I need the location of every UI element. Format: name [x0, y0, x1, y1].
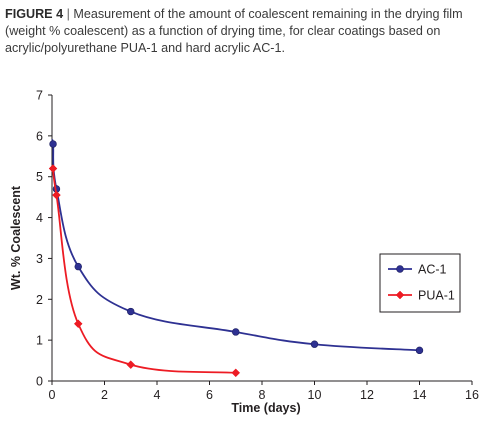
y-tick-label: 3	[36, 252, 43, 266]
x-tick-label: 4	[154, 388, 161, 402]
x-tick-label: 12	[360, 388, 374, 402]
chart-legend: AC-1 PUA-1	[379, 253, 461, 313]
y-tick-label: 7	[36, 89, 43, 103]
caption-text: Measurement of the amount of coalescent …	[5, 7, 463, 55]
y-tick-label: 6	[36, 129, 43, 143]
legend-marker-pua-1	[395, 290, 405, 300]
data-point-pua-1	[48, 164, 58, 173]
x-tick-label: 16	[465, 388, 479, 402]
data-point-pua-1	[73, 319, 83, 329]
data-point-pua-1	[52, 190, 61, 200]
figure-label: FIGURE 4	[5, 7, 64, 21]
x-axis-label: Time (days)	[231, 401, 300, 415]
data-point-pua-1	[126, 360, 136, 370]
y-tick-label: 1	[36, 334, 43, 348]
y-axis-label: Wt. % Coalescent	[9, 185, 23, 290]
figure-caption: FIGURE 4 | Measurement of the amount of …	[5, 6, 495, 57]
data-point-ac-1	[310, 340, 319, 348]
x-tick-label: 6	[206, 388, 213, 402]
chart-series	[48, 139, 424, 378]
legend-label-pua-1: PUA-1	[418, 289, 455, 303]
legend-label-ac-1: AC-1	[418, 263, 447, 277]
data-point-ac-1	[49, 140, 57, 148]
x-tick-label: 2	[101, 388, 108, 402]
caption-separator: |	[66, 7, 70, 21]
y-tick-label: 5	[36, 170, 43, 184]
legend-marker-ac-1	[396, 265, 404, 273]
series-ac-1	[49, 139, 424, 355]
x-tick-label: 10	[308, 388, 322, 402]
series-line-ac-1	[51, 139, 420, 352]
x-tick-label: 0	[49, 388, 56, 402]
series-pua-1	[48, 164, 241, 378]
y-tick-label: 4	[36, 211, 43, 225]
x-tick-label: 8	[259, 388, 266, 402]
legend-box	[379, 253, 461, 313]
data-point-ac-1	[415, 346, 424, 355]
y-tick-label: 0	[36, 375, 43, 389]
data-point-ac-1	[74, 262, 82, 271]
data-point-ac-1	[232, 328, 240, 336]
x-tick-label: 14	[413, 388, 427, 402]
data-point-pua-1	[231, 368, 241, 378]
y-tick-label: 2	[36, 293, 43, 307]
chart-axes	[51, 95, 472, 382]
data-point-ac-1	[127, 307, 135, 316]
